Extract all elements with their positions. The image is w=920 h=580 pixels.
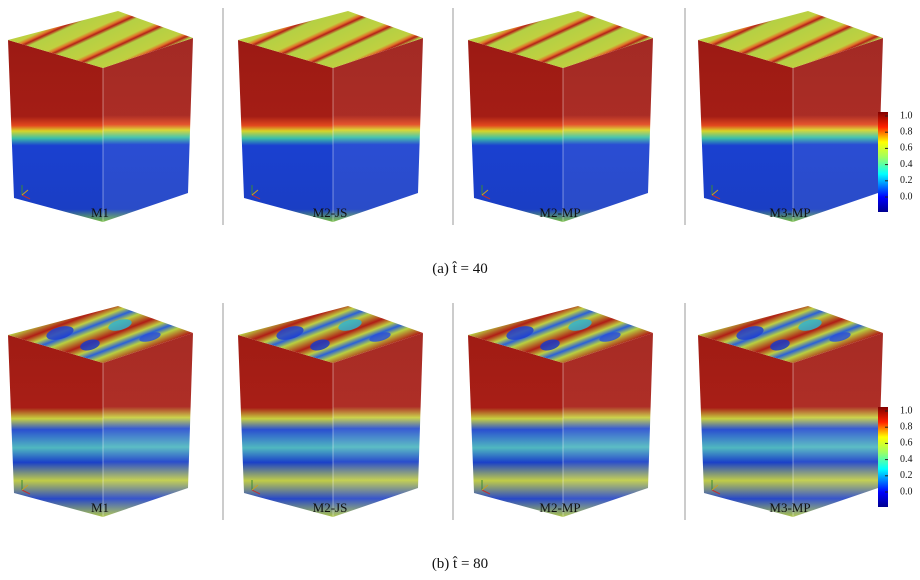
axis-triad (21, 194, 31, 200)
method-label: M3-MP (769, 205, 810, 220)
colorbar-tick-label: 0.6 (900, 143, 913, 154)
axis-triad (711, 484, 719, 491)
cube-top-face (468, 11, 653, 68)
method-label: M2-MP (539, 205, 580, 220)
method-label: M2-JS (313, 205, 348, 220)
colorbar-tick-label: 1.0 (900, 405, 913, 416)
cube (238, 11, 423, 222)
colorbar-tick-label: 0.8 (900, 421, 913, 432)
cube-right-face (563, 38, 653, 222)
cube-left-face (468, 40, 563, 222)
axis-triad (481, 189, 489, 196)
cube-top-face (468, 306, 653, 363)
axis-triad (711, 489, 721, 495)
turbulent-structure (540, 339, 560, 351)
cube-left-face (8, 40, 103, 222)
colorbar (878, 407, 888, 507)
cube-top-face (698, 11, 883, 68)
colorbar-tick-label: 0.8 (900, 126, 913, 137)
axis-triad (481, 489, 491, 495)
cube-right-face (793, 38, 883, 222)
axis-triad (251, 484, 259, 491)
panel-caption: (a) t̂ = 40 (432, 261, 488, 277)
cube-right-face (103, 333, 193, 517)
panel-caption: (b) t̂ = 80 (432, 556, 488, 572)
turbulent-structure (568, 319, 592, 331)
turbulent-structure (338, 319, 362, 331)
axis-triad (21, 489, 31, 495)
axis-triad (481, 484, 489, 491)
method-label: M1 (91, 205, 109, 220)
turbulent-structure (108, 319, 132, 331)
colorbar-tick-label: 0.0 (900, 191, 913, 202)
colorbar-tick-label: 1.0 (900, 110, 913, 121)
axis-triad (21, 189, 29, 196)
turbulent-structure (798, 319, 822, 331)
colorbar-tick-label: 0.4 (900, 159, 913, 170)
cube-left-face (698, 40, 793, 222)
colorbar-tick-label: 0.4 (900, 454, 913, 465)
colorbar-tick-label: 0.0 (900, 486, 913, 497)
cube (468, 11, 653, 222)
axis-triad (481, 194, 491, 200)
colorbar (878, 112, 888, 212)
axis-triad (251, 489, 261, 495)
method-label: M2-MP (539, 500, 580, 515)
cube-right-face (333, 333, 423, 517)
cube-right-face (103, 38, 193, 222)
cube-left-face (238, 40, 333, 222)
turbulent-structure (139, 332, 161, 342)
colorbar-tick-label: 0.6 (900, 438, 913, 449)
cube (238, 306, 423, 517)
cube (8, 11, 193, 222)
axis-triad (711, 189, 719, 196)
cube-left-face (698, 335, 793, 517)
turbulent-structure (506, 326, 534, 340)
turbulent-structure (599, 332, 621, 342)
cube (468, 306, 653, 517)
method-label: M1 (91, 500, 109, 515)
cube-top-face (698, 306, 883, 363)
cube-top-face (8, 11, 193, 68)
cube-right-face (793, 333, 883, 517)
turbulent-structure (276, 326, 304, 340)
cube-right-face (333, 38, 423, 222)
axis-triad (251, 194, 261, 200)
axis-triad (711, 194, 721, 200)
cube-right-face (563, 333, 653, 517)
cube-top-face (238, 11, 423, 68)
method-label: M2-JS (313, 500, 348, 515)
turbulent-structure (736, 326, 764, 340)
cube-left-face (468, 335, 563, 517)
cube-left-face (8, 335, 103, 517)
cube-top-face (238, 306, 423, 363)
turbulent-structure (310, 339, 330, 351)
turbulent-structure (369, 332, 391, 342)
axis-triad (251, 189, 259, 196)
cube (698, 11, 883, 222)
turbulent-structure (46, 326, 74, 340)
colorbar-tick-label: 0.2 (900, 175, 913, 186)
method-label: M3-MP (769, 500, 810, 515)
separators (222, 8, 686, 520)
cube (698, 306, 883, 517)
cube-top-face (8, 306, 193, 363)
turbulent-structure (80, 339, 100, 351)
turbulent-structure (770, 339, 790, 351)
axis-triad (21, 484, 29, 491)
cube-left-face (238, 335, 333, 517)
colorbar-tick-label: 0.2 (900, 470, 913, 481)
turbulent-structure (829, 332, 851, 342)
cube (8, 306, 193, 517)
